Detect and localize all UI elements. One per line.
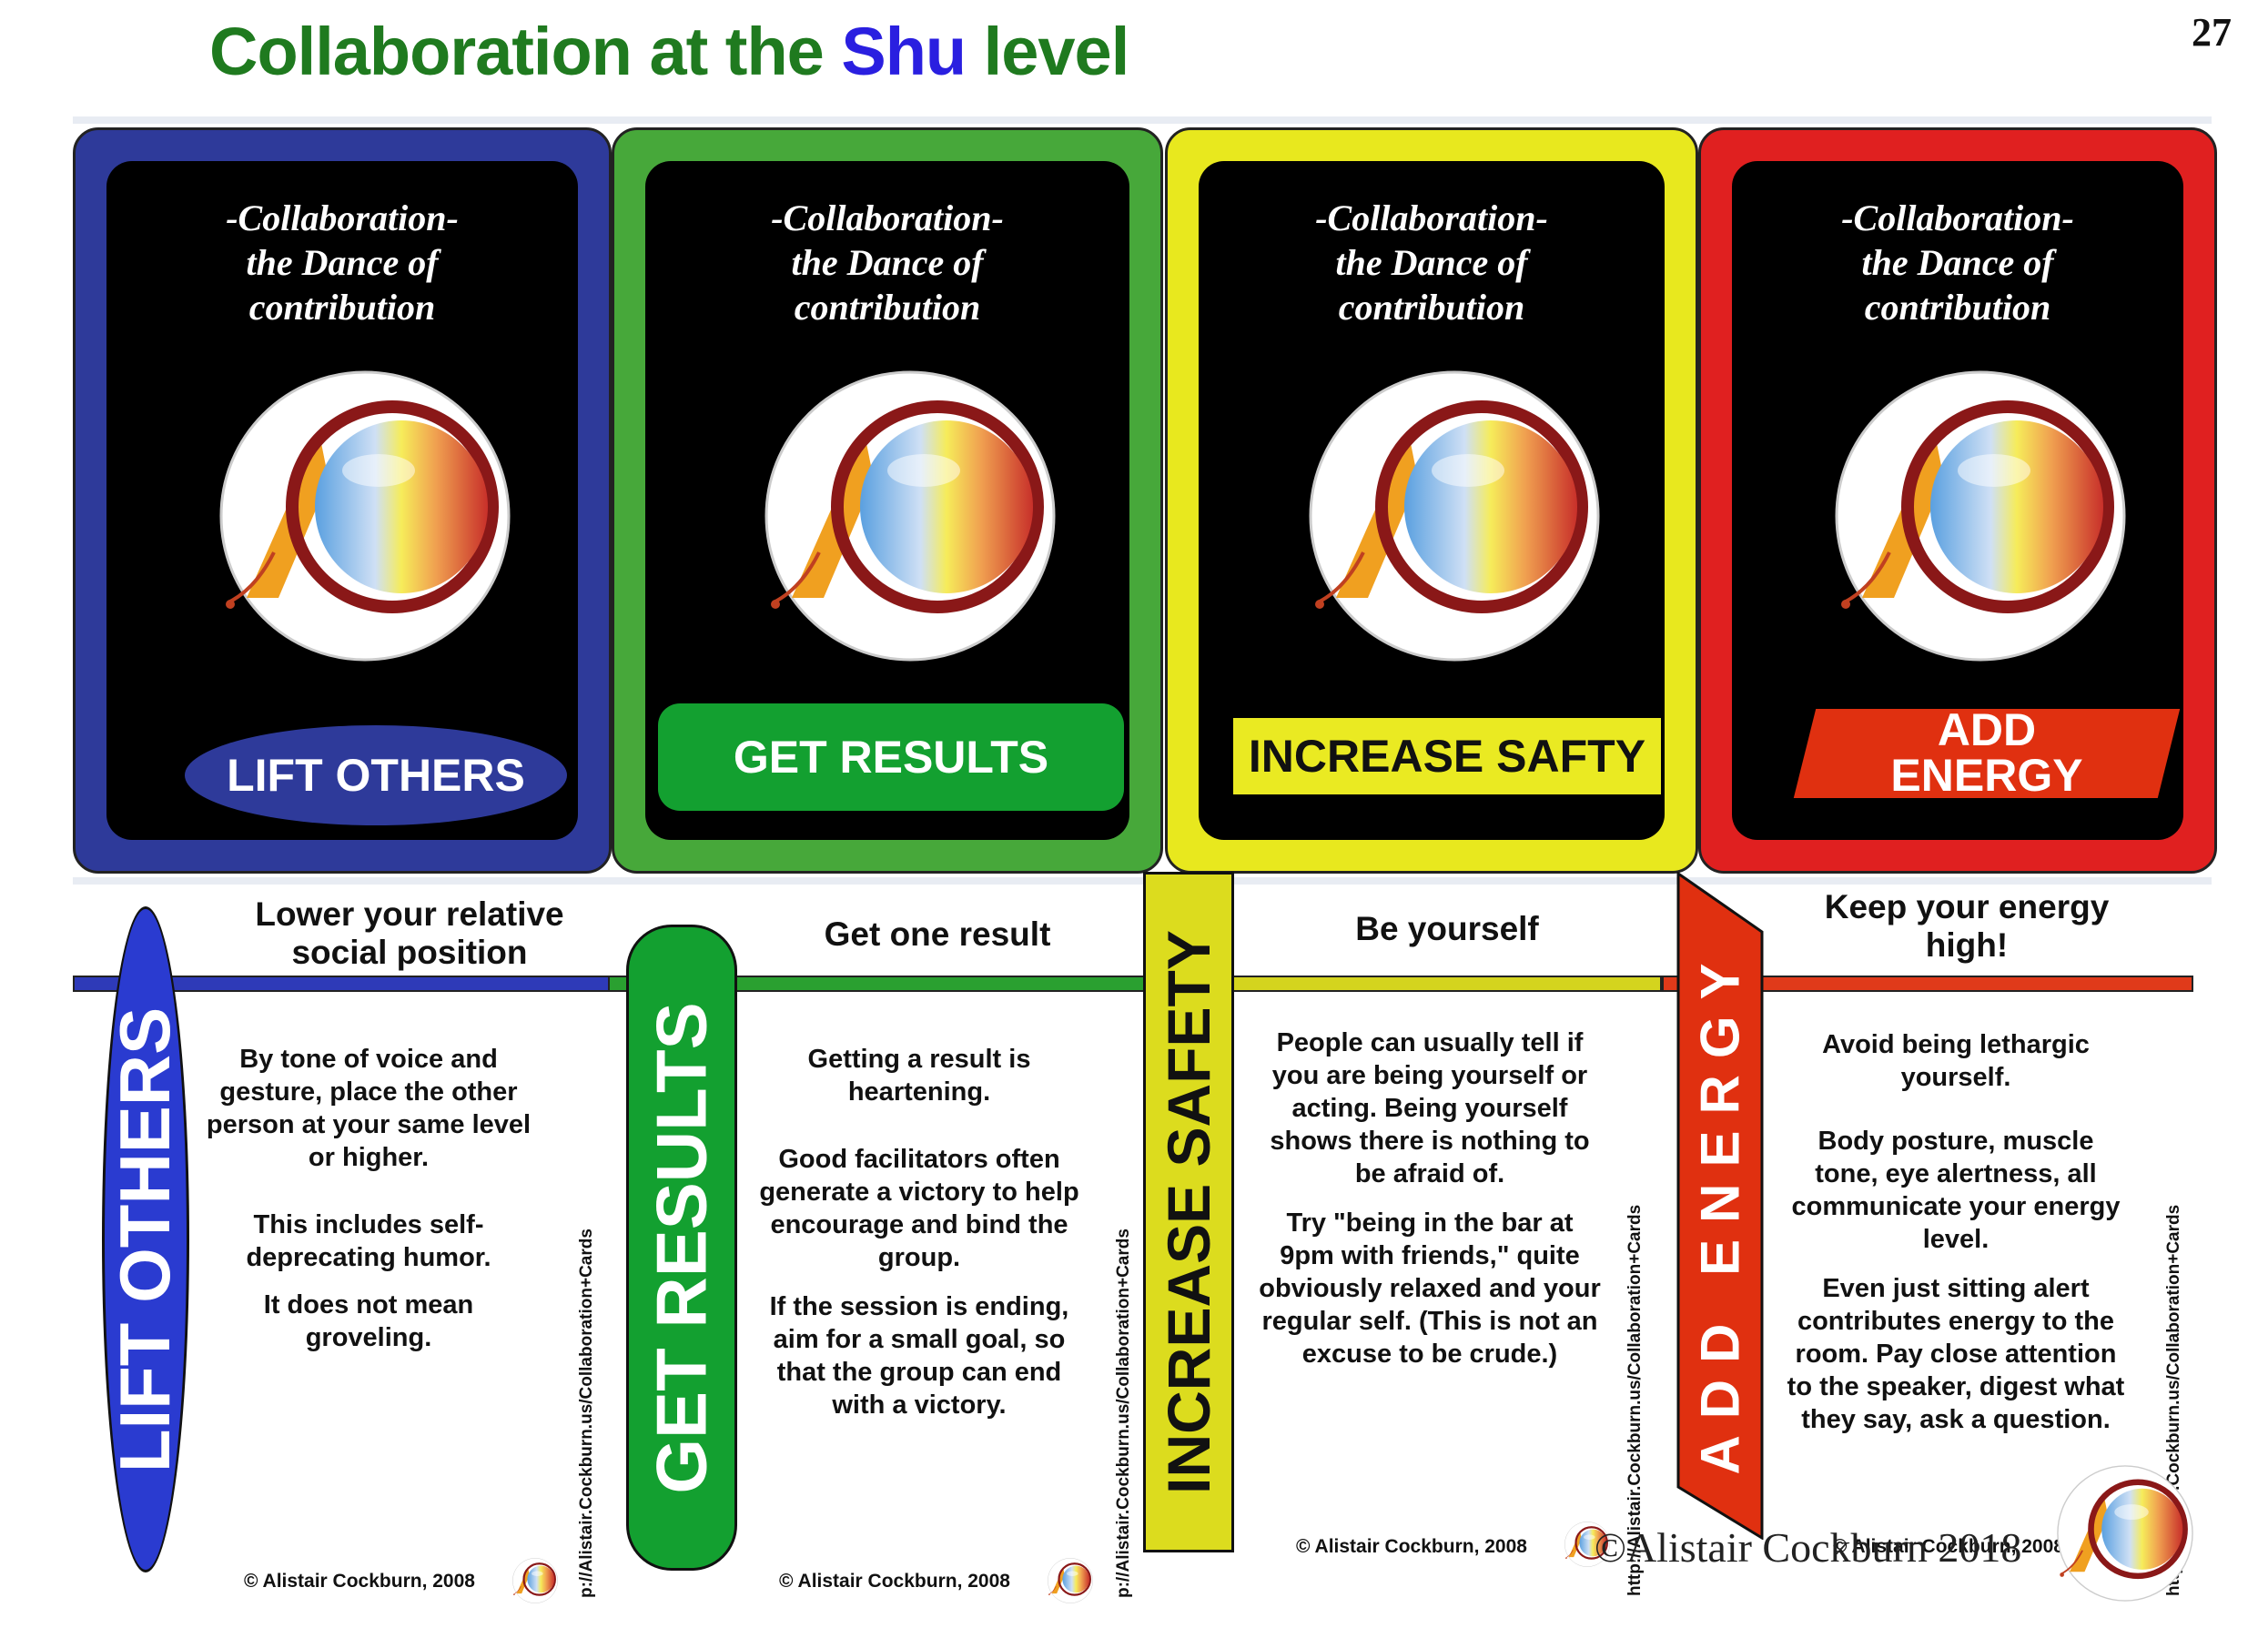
card-label: GET RESULTS [658,703,1124,811]
card-inner: -Collaboration- the Dance of contributio… [645,161,1129,840]
aco-mini-logo-icon [499,1558,572,1603]
copyright: © Alistair Cockburn, 2008 [244,1571,475,1592]
section-body: It does not mean groveling. [263,1290,474,1352]
card-add-energy: -Collaboration- the Dance of contributio… [1698,127,2217,874]
section-body: Avoid being lethargic yourself. [1822,1030,2090,1092]
card-text: -Collaboration- the Dance of contributio… [226,197,459,328]
section-body: By tone of voice and gesture, place the … [206,1045,532,1172]
card-label: ADD ENERGY [1890,704,2083,801]
section-body: People can usually tell if you are being… [1270,1028,1590,1188]
add-energy-tab [1676,872,1764,1540]
copyright: © Alistair Cockburn, 2008 [1833,1536,2064,1557]
copyright: © Alistair Cockburn, 2008 [1296,1536,1527,1557]
divider-line-red [1662,976,2193,992]
lift-others-tab: LIFT OTHERS [102,906,189,1572]
aco-large-logo-icon [2048,1465,2202,1602]
signature-copyright: ©Alistair Cockburn 2018 [1595,1524,2022,1571]
card-get-results: -Collaboration- the Dance of contributio… [612,127,1163,874]
increase-safety-tab: INCREASE SAFETY [1143,872,1234,1552]
card-url: p://Alistair.Cockburn.us/Collaboration+C… [577,1228,596,1598]
section-headline: Keep your energy high! [1824,888,2110,964]
section-headline: Get one result [824,915,1051,953]
card-inner: -Collaboration- the Dance of contributio… [1199,161,1665,840]
card-url: p://Alistair.Cockburn.us/Collaboration+C… [1114,1228,1133,1598]
card-lift-others: -Collaboration- the Dance of contributio… [73,127,612,874]
page-title: Collaboration at the Shu level [209,14,1129,89]
section-headline: Be yourself [1355,910,1539,947]
aco-mini-logo-icon [1034,1558,1107,1603]
section-body: Even just sitting alert contributes ener… [1787,1274,2125,1434]
get-results-tab: GET RESULTS [626,925,737,1571]
card-label: INCREASE SAFTY [1233,718,1661,794]
bottom-band [73,877,2212,885]
title-highlight: Shu [841,14,967,89]
card-text: -Collaboration- the Dance of contributio… [1841,197,2074,328]
add-energy-tab-label: ADD ENERGY [1689,945,1751,1475]
section-body: If the session is ending, aim for a smal… [769,1292,1069,1420]
card-increase-safty: -Collaboration- the Dance of contributio… [1165,127,1698,874]
aco-logo-icon [1835,370,2126,662]
divider-line-yellow [1163,976,1662,992]
aco-logo-icon [764,370,1056,662]
section-body: Getting a result is heartening. [807,1045,1031,1107]
page-number: 27 [2192,10,2232,55]
section-body: Body posture, muscle tone, eye alertness… [1791,1127,2121,1254]
card-inner: -Collaboration- the Dance of contributio… [106,161,578,840]
aco-logo-icon [1309,370,1600,662]
aco-logo-icon [219,370,511,662]
copyright: © Alistair Cockburn, 2008 [779,1571,1010,1592]
section-body: Try "being in the bar at 9pm with friend… [1259,1208,1601,1369]
card-inner: -Collaboration- the Dance of contributio… [1732,161,2183,840]
section-body: This includes self- deprecating humor. [246,1210,491,1272]
card-text: -Collaboration- the Dance of contributio… [771,197,1004,328]
card-text: -Collaboration- the Dance of contributio… [1315,197,1548,328]
card-label: LIFT OTHERS [185,725,567,825]
section-body: Good facilitators often generate a victo… [759,1145,1079,1272]
section-headline: Lower your relative social position [255,895,564,971]
top-band [73,116,2212,124]
